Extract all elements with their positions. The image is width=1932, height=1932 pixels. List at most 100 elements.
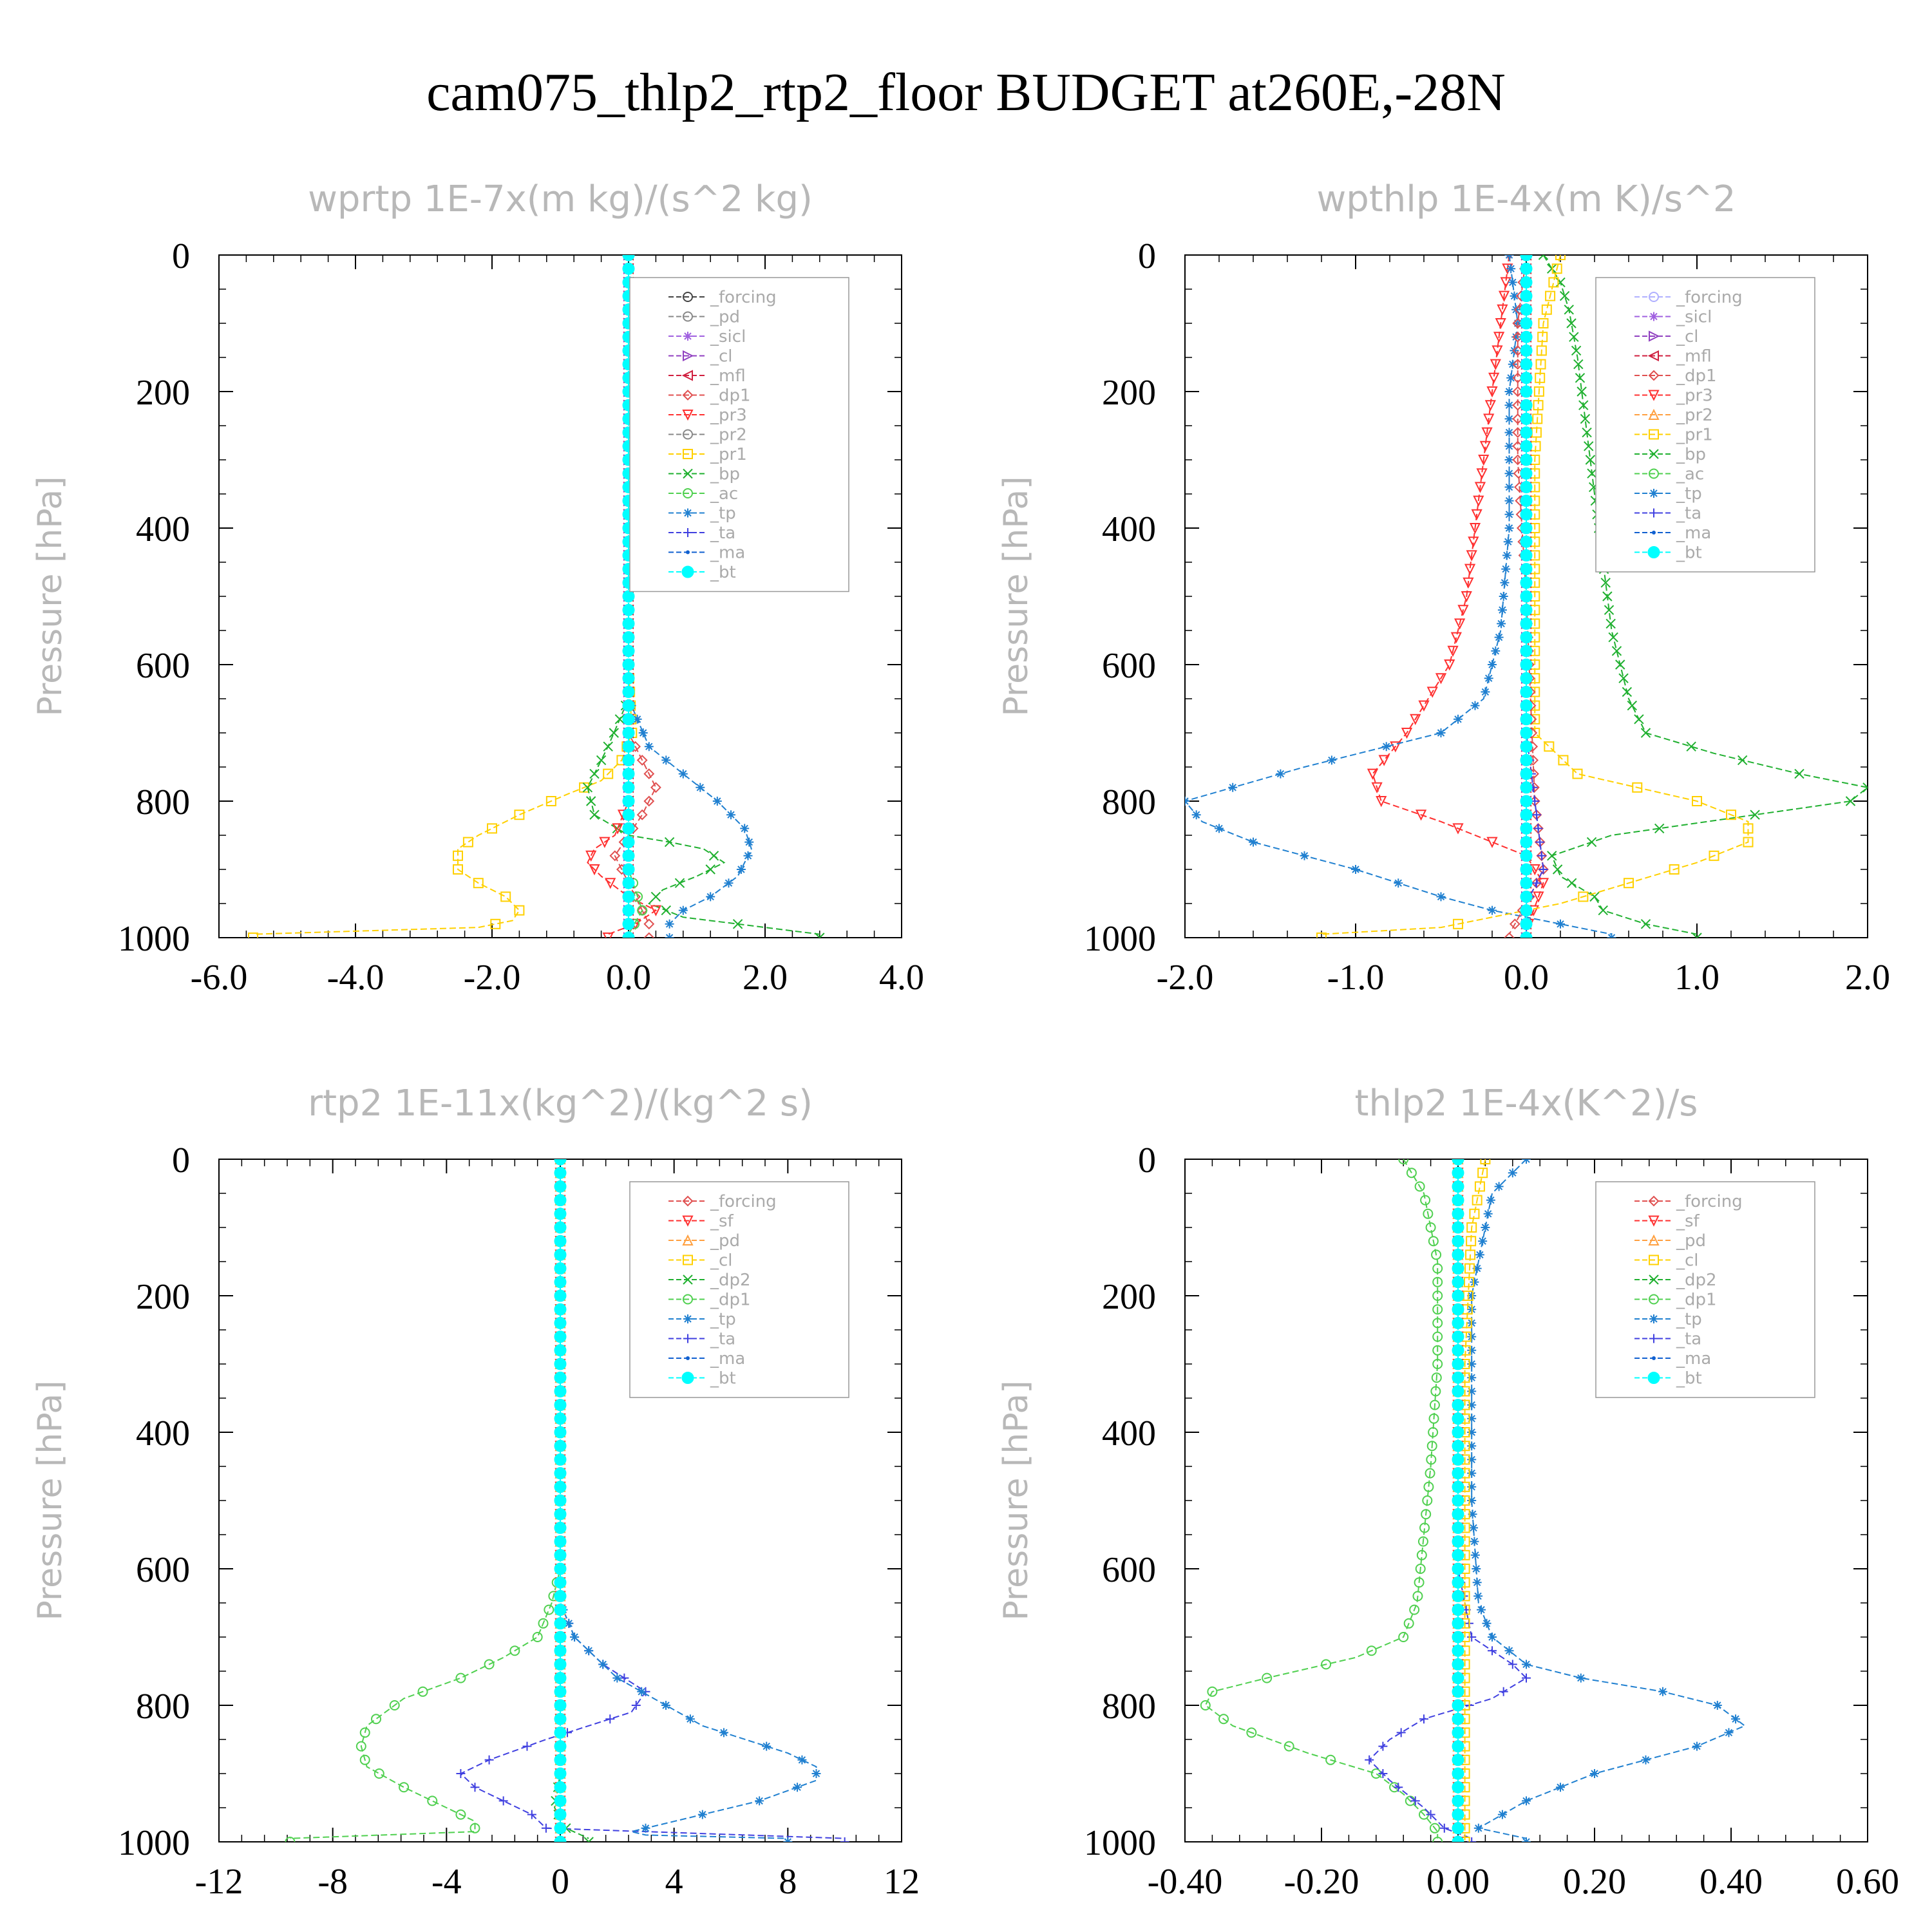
data-point bbox=[1497, 605, 1507, 615]
data-point bbox=[609, 728, 619, 738]
data-point bbox=[1452, 1835, 1464, 1842]
x-tick-label: -0.20 bbox=[1284, 1862, 1359, 1902]
y-tick-label: 400 bbox=[1102, 1414, 1156, 1454]
data-point bbox=[554, 1672, 567, 1685]
data-point bbox=[1504, 441, 1514, 451]
data-point bbox=[1520, 344, 1533, 357]
data-point bbox=[1551, 263, 1562, 274]
data-point bbox=[554, 1835, 567, 1842]
data-point bbox=[582, 782, 593, 793]
data-point bbox=[1556, 919, 1565, 929]
data-point bbox=[612, 823, 623, 835]
legend-box bbox=[629, 1181, 849, 1398]
data-point bbox=[1504, 401, 1514, 410]
data-point bbox=[1417, 1536, 1428, 1547]
data-point bbox=[1529, 864, 1540, 876]
data-point bbox=[712, 797, 722, 806]
data-point bbox=[1548, 277, 1559, 288]
data-point bbox=[554, 1589, 567, 1602]
data-point bbox=[1535, 372, 1546, 383]
data-point bbox=[1425, 1468, 1435, 1479]
data-point bbox=[1468, 1510, 1477, 1519]
data-point bbox=[554, 1740, 567, 1753]
data-point bbox=[1499, 1687, 1508, 1696]
data-point bbox=[374, 1768, 384, 1779]
data-point bbox=[1416, 1549, 1427, 1560]
legend-label: _forcing bbox=[1676, 288, 1743, 307]
legend-entry: _cl bbox=[668, 1251, 733, 1271]
data-point bbox=[1618, 673, 1629, 683]
data-point bbox=[622, 658, 635, 671]
legend-entry: _pr1 bbox=[1634, 426, 1713, 445]
data-point bbox=[1504, 482, 1514, 492]
legend-marker bbox=[683, 350, 694, 362]
data-point bbox=[1452, 1385, 1464, 1397]
data-point bbox=[1453, 918, 1463, 929]
legend-label: _pd bbox=[710, 1231, 740, 1251]
data-point bbox=[1511, 332, 1521, 342]
data-point bbox=[1555, 255, 1566, 260]
data-point bbox=[1432, 1837, 1443, 1842]
data-point bbox=[554, 1426, 567, 1439]
y-axis-label: Pressure [hPa] bbox=[31, 477, 70, 717]
data-point bbox=[1520, 726, 1533, 739]
data-point bbox=[1520, 372, 1533, 384]
data-point bbox=[1508, 1168, 1517, 1178]
legend-label: _ta bbox=[710, 524, 735, 543]
data-point bbox=[1520, 426, 1533, 439]
data-point bbox=[455, 1809, 466, 1820]
data-point bbox=[1432, 1291, 1443, 1301]
data-point bbox=[1419, 1714, 1428, 1724]
data-point bbox=[631, 1701, 641, 1710]
data-point bbox=[554, 1562, 567, 1575]
legend-entry: _ta bbox=[1634, 504, 1701, 524]
data-point bbox=[1467, 1359, 1477, 1368]
data-point bbox=[1615, 659, 1625, 670]
data-point bbox=[1724, 1728, 1734, 1738]
data-point bbox=[1602, 591, 1613, 601]
data-point bbox=[1477, 1605, 1486, 1615]
data-point bbox=[527, 1810, 536, 1819]
data-point bbox=[1520, 795, 1533, 808]
legend-entry: _ta bbox=[1634, 1330, 1701, 1349]
data-point bbox=[1467, 1496, 1477, 1505]
data-point bbox=[674, 878, 685, 888]
data-point bbox=[1432, 1318, 1443, 1329]
data-point bbox=[1471, 509, 1482, 521]
data-point bbox=[589, 810, 600, 820]
legend-marker bbox=[1647, 350, 1659, 362]
data-point bbox=[554, 1604, 567, 1616]
data-point bbox=[1640, 919, 1651, 929]
legend-label: _ta bbox=[1676, 504, 1701, 524]
data-point bbox=[622, 931, 635, 938]
legend-label: _tp bbox=[710, 1310, 736, 1329]
data-point bbox=[1497, 1810, 1507, 1819]
y-axis-label: Pressure [hPa] bbox=[31, 1381, 70, 1621]
data-point bbox=[399, 1782, 410, 1793]
data-point bbox=[1520, 836, 1533, 849]
data-point bbox=[1624, 878, 1634, 889]
data-point bbox=[612, 1673, 622, 1683]
data-point bbox=[1478, 1236, 1488, 1246]
data-point bbox=[1520, 399, 1533, 412]
data-point bbox=[603, 741, 613, 752]
y-tick-label: 200 bbox=[136, 1277, 190, 1317]
data-point bbox=[1504, 255, 1514, 260]
data-point bbox=[1504, 1646, 1514, 1656]
series-markers bbox=[248, 255, 638, 938]
data-point bbox=[532, 1632, 543, 1642]
data-point bbox=[1467, 1414, 1477, 1423]
series-line bbox=[252, 255, 633, 935]
data-point bbox=[1452, 1262, 1464, 1275]
legend-marker bbox=[1648, 408, 1660, 420]
data-point bbox=[1559, 290, 1570, 301]
data-point bbox=[622, 876, 635, 889]
data-point bbox=[1394, 878, 1403, 888]
legend-marker bbox=[1648, 1215, 1660, 1227]
data-point bbox=[355, 1741, 366, 1752]
data-point bbox=[1580, 413, 1591, 424]
data-point bbox=[554, 1781, 567, 1794]
series-markers bbox=[1367, 255, 1549, 938]
data-point bbox=[1378, 1741, 1388, 1751]
